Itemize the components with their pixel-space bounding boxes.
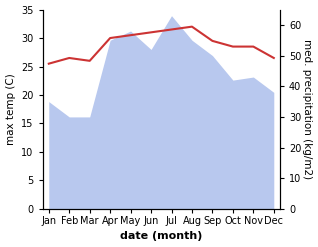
Y-axis label: max temp (C): max temp (C)	[5, 73, 16, 145]
X-axis label: date (month): date (month)	[120, 231, 203, 242]
Y-axis label: med. precipitation (kg/m2): med. precipitation (kg/m2)	[302, 39, 313, 179]
